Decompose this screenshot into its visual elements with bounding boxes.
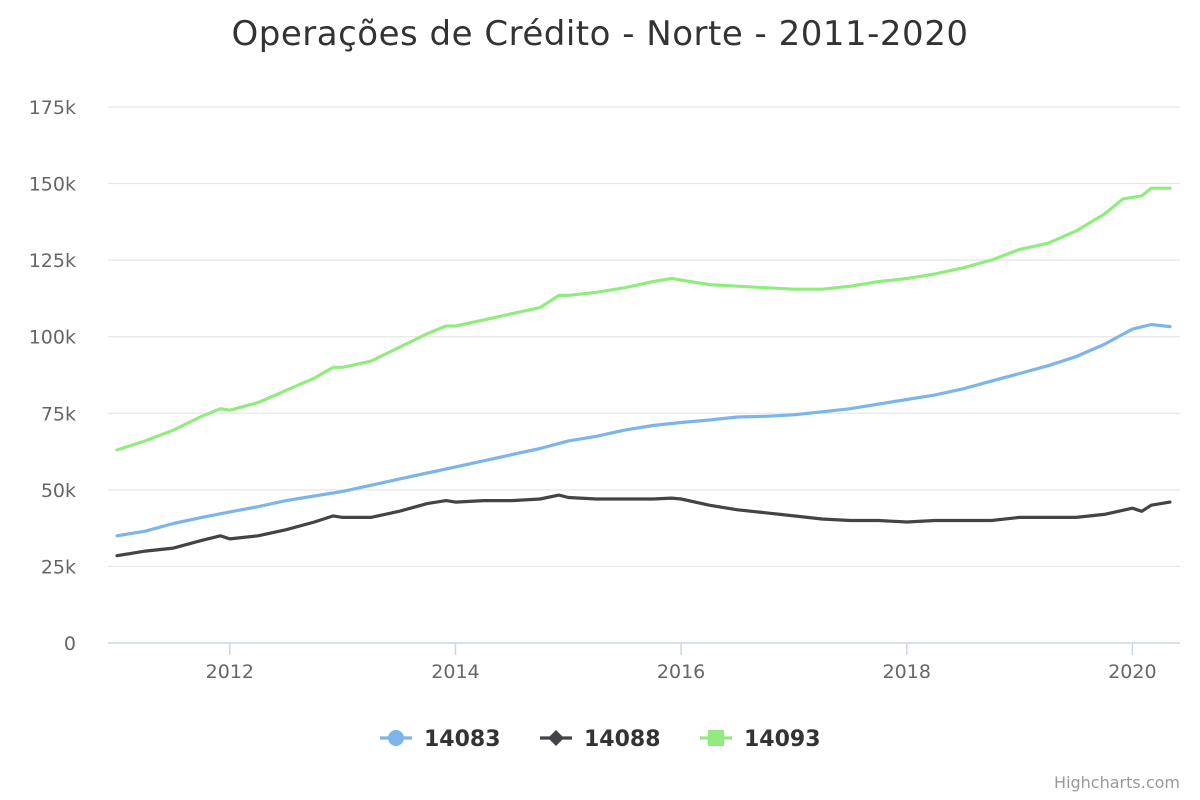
credits-link[interactable]: Highcharts.com [1054, 773, 1180, 792]
y-tick-label: 175k [29, 97, 76, 119]
y-tick-label: 50k [41, 480, 76, 502]
legend-label: 14083 [424, 727, 501, 752]
y-tick-label: 0 [64, 633, 76, 655]
x-tick-label: 2014 [431, 661, 479, 683]
axes: 0 25k 50k 75k 100k 125k 150k 175k 2012 2014 2016 20… [29, 97, 1180, 683]
grid-lines [108, 106, 1180, 568]
series-lines [115, 186, 1172, 558]
series-line-14093[interactable] [115, 186, 1172, 452]
chart-title: Operações de Crédito - Norte - 2011-2020 [231, 14, 969, 54]
x-tick-label: 2012 [206, 661, 254, 683]
y-tick-label: 25k [41, 556, 76, 578]
circle-marker-icon [388, 730, 404, 746]
legend: 14083 14088 14093 [380, 727, 821, 752]
square-marker-icon [708, 730, 724, 746]
x-tick-label: 2016 [657, 661, 705, 683]
y-tick-label: 125k [29, 250, 76, 272]
diamond-marker-icon [548, 730, 564, 746]
legend-label: 14093 [744, 727, 821, 752]
series-line-14083[interactable] [115, 322, 1172, 538]
y-tick-label: 100k [29, 327, 76, 349]
y-tick-label: 150k [29, 174, 76, 196]
x-tick-label: 2020 [1108, 661, 1156, 683]
y-tick-label: 75k [41, 403, 76, 425]
legend-label: 14088 [584, 727, 661, 752]
legend-item-14093[interactable]: 14093 [700, 727, 821, 752]
legend-item-14083[interactable]: 14083 [380, 727, 501, 752]
x-tick-label: 2018 [883, 661, 931, 683]
legend-item-14088[interactable]: 14088 [540, 727, 661, 752]
series-line-14088[interactable] [115, 493, 1172, 558]
